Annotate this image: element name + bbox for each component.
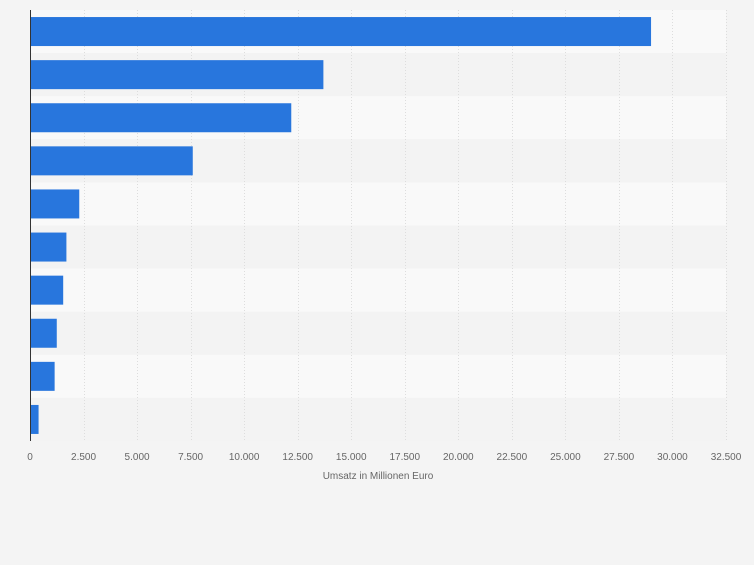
bar bbox=[30, 232, 67, 262]
bar bbox=[30, 361, 55, 391]
x-tick-label: 32.500 bbox=[711, 452, 742, 463]
x-tick-label: 0 bbox=[27, 452, 33, 463]
bar bbox=[30, 103, 292, 133]
x-tick-label: 17.500 bbox=[389, 452, 420, 463]
bar bbox=[30, 189, 80, 219]
bar bbox=[30, 146, 193, 176]
x-tick-label: 10.000 bbox=[229, 452, 260, 463]
bar bbox=[30, 17, 652, 47]
bar bbox=[30, 275, 64, 305]
bar bbox=[30, 60, 324, 90]
x-tick-label: 12.500 bbox=[282, 452, 313, 463]
row-bands bbox=[30, 10, 726, 441]
bar bbox=[30, 318, 57, 348]
x-tick-label: 5.000 bbox=[125, 452, 150, 463]
row-band bbox=[30, 182, 726, 226]
x-tick-label: 30.000 bbox=[657, 452, 688, 463]
row-band bbox=[30, 397, 726, 441]
x-tick-label: 7.500 bbox=[178, 452, 203, 463]
x-tick-label: 2.500 bbox=[71, 452, 96, 463]
x-tick-label: 27.500 bbox=[604, 452, 635, 463]
x-axis-label: Umsatz in Millionen Euro bbox=[323, 471, 434, 482]
row-band bbox=[30, 311, 726, 355]
row-band bbox=[30, 354, 726, 398]
x-tick-label: 20.000 bbox=[443, 452, 474, 463]
x-tick-label: 25.000 bbox=[550, 452, 581, 463]
x-tick-labels: 0 2.500 5.000 7.500 10.000 12.500 15.000 17.500… bbox=[27, 452, 742, 463]
row-band bbox=[30, 268, 726, 312]
bar bbox=[30, 404, 39, 434]
x-tick-label: 15.000 bbox=[336, 452, 367, 463]
x-tick-label: 22.500 bbox=[497, 452, 528, 463]
bars bbox=[30, 17, 652, 434]
row-band bbox=[30, 225, 726, 269]
